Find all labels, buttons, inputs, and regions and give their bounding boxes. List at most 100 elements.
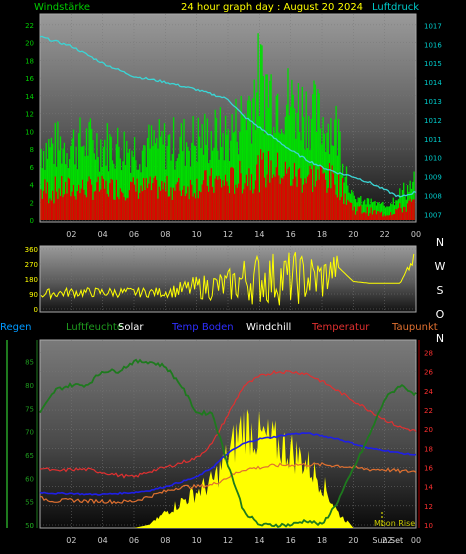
legend-luftfeuchte: Luftfeuchte bbox=[66, 322, 123, 333]
direction-tick-label: 0 bbox=[34, 306, 38, 314]
humidity-line bbox=[39, 358, 417, 528]
time-tick-label: 20 bbox=[348, 230, 358, 239]
wind-tick-label: 22 bbox=[25, 22, 34, 30]
sunset-label: Set bbox=[390, 536, 403, 545]
pressure-tick-label: 1009 bbox=[424, 174, 442, 182]
temp-tick-label: 14 bbox=[424, 484, 433, 492]
time-tick-label: 18 bbox=[317, 230, 327, 239]
time-tick-label: 06 bbox=[129, 230, 139, 239]
temp-tick-label: 12 bbox=[424, 503, 433, 511]
legend-taupunkt: Taupunkt bbox=[391, 322, 438, 333]
wind-tick-label: 20 bbox=[25, 40, 34, 48]
humidity-tick-label: 50 bbox=[25, 522, 34, 530]
sunset-day: 22 bbox=[382, 536, 392, 545]
humidity-tick-label: 85 bbox=[25, 359, 34, 367]
humidity-tick-label: 0 bbox=[30, 522, 34, 530]
time-tick-label: 12 bbox=[223, 536, 233, 545]
time-tick-label: 04 bbox=[98, 230, 108, 239]
moon-rise-label: Moon Rise bbox=[374, 519, 415, 528]
humidity-tick-label: 80 bbox=[25, 382, 34, 390]
direction-tick-label: 360 bbox=[25, 246, 38, 254]
panel3-data bbox=[39, 358, 417, 528]
temp-tick-label: 22 bbox=[424, 407, 433, 415]
pressure-tick-label: 1012 bbox=[424, 117, 442, 125]
compass-label: N bbox=[436, 236, 444, 249]
panel2-data bbox=[40, 252, 415, 306]
time-tick-label: 08 bbox=[160, 230, 170, 239]
time-tick-label: 14 bbox=[254, 230, 264, 239]
wind-axis-title: Windstärke bbox=[34, 2, 90, 13]
wind-tick-label: 4 bbox=[30, 182, 35, 190]
direction-tick-label: 270 bbox=[25, 261, 38, 269]
wind-tick-label: 6 bbox=[30, 164, 35, 172]
temp-tick-label: 24 bbox=[424, 388, 433, 396]
time-tick-label: 16 bbox=[286, 230, 296, 239]
time-tick-label: 06 bbox=[129, 536, 139, 545]
humidity-tick-label: 55 bbox=[25, 499, 34, 507]
humidity-tick-label: 60 bbox=[25, 475, 34, 483]
time-tick-label: Sun bbox=[372, 536, 387, 545]
panel1-time-axis: 02 04 06 08 10 12 14 16 18 20 22 00 bbox=[66, 230, 421, 239]
temp-tick-label: 28 bbox=[424, 350, 433, 358]
temp-tick-label: 10 bbox=[424, 522, 433, 530]
temp-tick-label: 20 bbox=[424, 426, 433, 434]
time-tick-label: 18 bbox=[317, 536, 327, 545]
pressure-tick-label: 1007 bbox=[424, 211, 442, 219]
compass-label: S bbox=[437, 284, 444, 297]
wind-tick-label: 14 bbox=[25, 93, 34, 101]
wind-tick-label: 2 bbox=[30, 199, 34, 207]
pressure-tick-label: 1008 bbox=[424, 193, 442, 201]
temperature-axis: 10 12 14 16 18 20 22 24 26 28 bbox=[424, 350, 433, 530]
pressure-tick-label: 1013 bbox=[424, 98, 442, 106]
pressure-tick-label: 1010 bbox=[424, 155, 442, 163]
wind-tick-label: 12 bbox=[25, 111, 34, 119]
pressure-axis-title: Luftdruck bbox=[372, 2, 419, 13]
temp-tick-label: 16 bbox=[424, 465, 433, 473]
temp-tick-label: 18 bbox=[424, 445, 433, 453]
legend-temperatur: Temperatur bbox=[311, 322, 370, 333]
wind-direction-line bbox=[40, 252, 415, 306]
solar-area bbox=[40, 409, 416, 528]
time-tick-label: 00 bbox=[411, 230, 421, 239]
dewpoint-line bbox=[40, 461, 417, 505]
pressure-tick-label: 1015 bbox=[424, 60, 442, 68]
pressure-tick-label: 1011 bbox=[424, 136, 442, 144]
time-tick-label: 16 bbox=[286, 536, 296, 545]
pressure-tick-label: 1017 bbox=[424, 22, 442, 30]
wind-tick-label: 10 bbox=[25, 128, 34, 136]
legend-solar: Solar bbox=[118, 322, 144, 333]
humidity-tick-label: 75 bbox=[25, 405, 34, 413]
compass-label: O bbox=[436, 308, 445, 321]
time-tick-label: 08 bbox=[160, 536, 170, 545]
wind-speed-axis: 0 2 4 6 8 10 12 14 16 18 20 22 bbox=[25, 22, 34, 225]
time-tick-label: 22 bbox=[380, 230, 390, 239]
direction-tick-label: 90 bbox=[29, 291, 38, 299]
temperature-line bbox=[39, 369, 417, 479]
panel1-data bbox=[39, 33, 417, 220]
temp-tick-label: 26 bbox=[424, 369, 433, 377]
direction-axis: 0 90 180 270 360 bbox=[25, 246, 38, 314]
time-tick-label: 02 bbox=[66, 536, 76, 545]
compass-label: N bbox=[436, 332, 444, 345]
time-tick-label: 14 bbox=[254, 536, 264, 545]
humidity-tick-label: 70 bbox=[25, 429, 34, 437]
wind-tick-label: 8 bbox=[30, 146, 34, 154]
soil-temp-line bbox=[39, 432, 417, 496]
pressure-line bbox=[39, 35, 417, 198]
time-tick-label: 12 bbox=[223, 230, 233, 239]
time-tick-label: 10 bbox=[192, 230, 202, 239]
wind-tick-label: 18 bbox=[25, 57, 34, 65]
humidity-axis: 050 55 60 65 70 75 80 85 bbox=[25, 359, 34, 530]
time-tick-label: 04 bbox=[98, 536, 108, 545]
wind-tick-label: 0 bbox=[30, 217, 34, 225]
legend-windchill: Windchill bbox=[246, 322, 291, 333]
time-tick-label: 02 bbox=[66, 230, 76, 239]
chart-title: 24 hour graph day : August 20 2024 bbox=[181, 2, 363, 13]
wind-tick-label: 16 bbox=[25, 75, 34, 83]
pressure-tick-label: 1016 bbox=[424, 41, 442, 49]
time-tick-label: 10 bbox=[192, 536, 202, 545]
legend-temp-boden: Temp Boden bbox=[171, 322, 234, 333]
pressure-axis: 1007 1008 1009 1010 1011 1012 1013 1014 1015 1016… bbox=[424, 22, 442, 219]
